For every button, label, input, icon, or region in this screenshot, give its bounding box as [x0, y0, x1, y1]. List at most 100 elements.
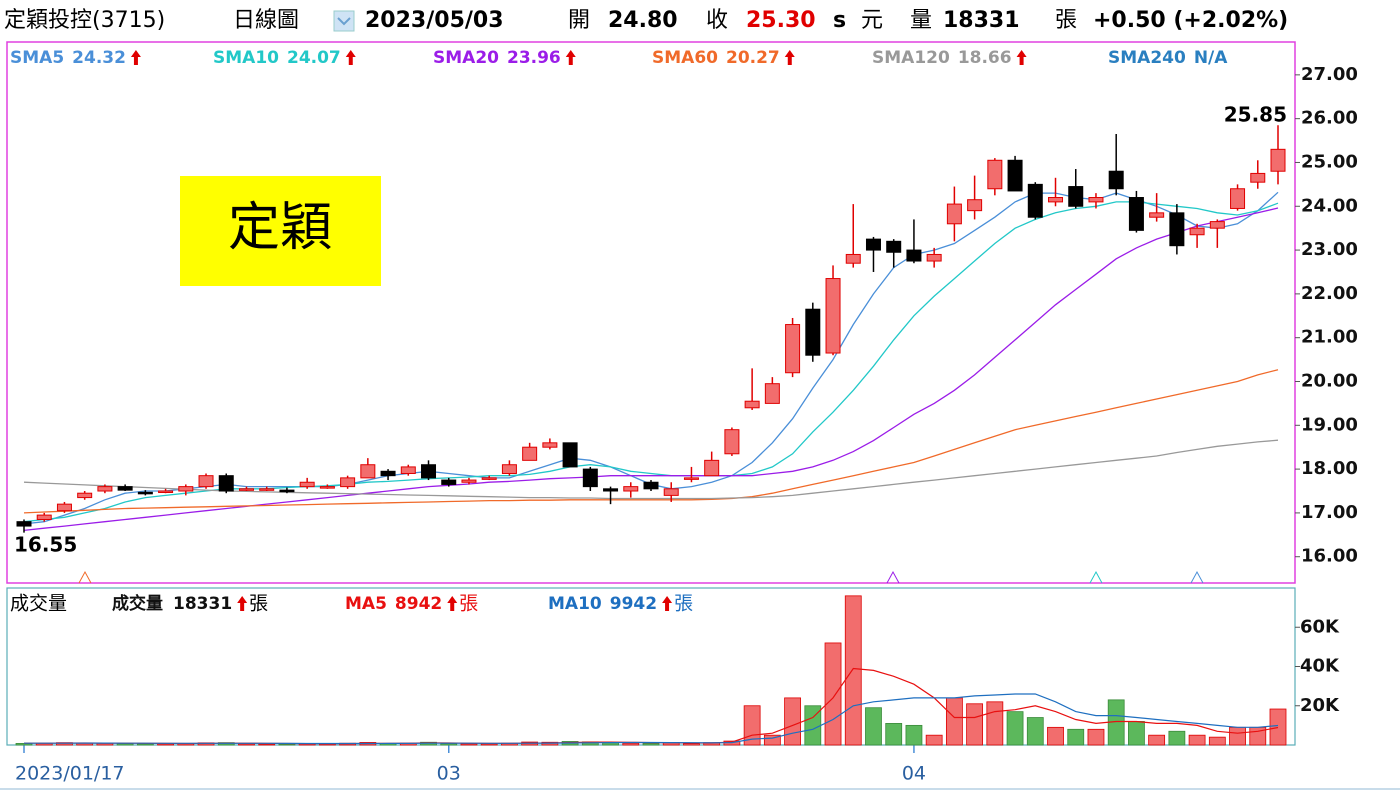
- period-dropdown[interactable]: [333, 10, 355, 32]
- candle-body: [906, 249, 922, 262]
- candle-body: [1230, 188, 1246, 209]
- candle-body: [16, 521, 32, 527]
- watermark-text: 定穎: [228, 198, 332, 258]
- candle-body: [1027, 183, 1043, 218]
- candle-body: [785, 324, 801, 374]
- volume-bar: [440, 743, 458, 746]
- candle-body: [805, 308, 821, 356]
- volume-bar: [1229, 726, 1246, 746]
- candle-body: [299, 481, 315, 488]
- candle-body: [178, 486, 194, 492]
- candle-body: [461, 479, 477, 483]
- candle-body: [603, 488, 619, 492]
- candle-body: [1250, 172, 1266, 183]
- volume-bar: [824, 642, 842, 746]
- candle-body: [845, 253, 861, 264]
- candle-body: [1108, 170, 1124, 190]
- x-tick-label: 2023/01/17: [15, 763, 125, 785]
- volume-bar: [784, 697, 801, 746]
- open-value: 24.80: [608, 8, 678, 33]
- cross-marker: [78, 570, 92, 584]
- volume-bar: [1188, 734, 1206, 746]
- volume-panel-title: 成交量: [10, 593, 67, 615]
- cross-marker: [886, 570, 900, 584]
- legend-value: 24.32: [72, 48, 126, 68]
- y-tick-label: 26.00: [1301, 108, 1358, 129]
- volume-bar: [885, 723, 903, 746]
- candle-body: [1149, 212, 1165, 218]
- change: +0.50 (+2.02%): [1093, 8, 1288, 33]
- legend-value: 18.66: [958, 48, 1012, 68]
- volume-bar: [945, 697, 963, 746]
- candle-body: [77, 492, 93, 499]
- high-label: 25.85: [1224, 103, 1287, 127]
- period-label[interactable]: 日線圖: [233, 8, 299, 33]
- volume-bar: [683, 743, 700, 746]
- legend-name: SMA5: [10, 48, 64, 68]
- legend-name: SMA240: [1108, 48, 1186, 68]
- candle-body: [967, 199, 983, 212]
- legend-name: MA5: [345, 594, 387, 614]
- volume-bar: [986, 701, 1004, 746]
- watermark-box: [180, 176, 381, 286]
- volume-bar: [116, 743, 134, 746]
- legend-unit: 張: [459, 593, 478, 615]
- candle-body: [704, 459, 720, 477]
- candle-body: [1189, 227, 1205, 236]
- candle-body: [865, 238, 881, 251]
- candle-body: [441, 479, 457, 485]
- candle-body: [825, 278, 841, 354]
- candle-body: [522, 446, 538, 461]
- candle-body: [946, 203, 962, 225]
- candle-body: [542, 442, 558, 448]
- legend-unit: 張: [674, 593, 693, 615]
- volume-ma-line: [24, 693, 1279, 745]
- candle-body: [36, 514, 52, 520]
- candle-body: [764, 383, 780, 404]
- candle-body: [724, 429, 740, 455]
- price-panel: [6, 41, 1296, 584]
- candle-body: [1128, 197, 1144, 231]
- y-tick-label: 60K: [1300, 616, 1340, 637]
- legend-name: SMA20: [433, 48, 499, 68]
- s-label: s: [833, 8, 846, 33]
- candle-body: [1088, 197, 1104, 203]
- up-arrow: [447, 596, 458, 611]
- legend-name: SMA120: [872, 48, 950, 68]
- y-tick-label: 40K: [1300, 656, 1340, 677]
- y-tick-label: 20K: [1300, 695, 1340, 716]
- legend-value: 8942: [395, 594, 442, 614]
- up-arrow: [784, 50, 795, 65]
- stock-title: 定穎投控(3715): [4, 8, 165, 33]
- y-tick-label: 22.00: [1301, 283, 1358, 304]
- up-arrow: [1016, 50, 1027, 65]
- candle-body: [340, 477, 356, 488]
- y-tick-label: 27.00: [1301, 64, 1358, 85]
- legend-value: 20.27: [726, 48, 780, 68]
- candle-body: [158, 490, 174, 494]
- candle-body: [319, 486, 335, 489]
- y-tick-label: 25.00: [1301, 151, 1358, 172]
- cross-marker: [1089, 570, 1103, 584]
- candle-body: [683, 477, 699, 480]
- volume-label: 量: [910, 8, 932, 33]
- up-arrow: [130, 50, 141, 65]
- legend-value: 24.07: [287, 48, 341, 68]
- volume-bar: [622, 742, 640, 746]
- legend-name: MA10: [548, 594, 602, 614]
- y-tick-label: 18.00: [1301, 458, 1358, 479]
- volume-bar: [966, 703, 984, 746]
- candle-body: [481, 477, 497, 480]
- volume-bar: [1269, 708, 1287, 746]
- candle-body: [987, 159, 1003, 190]
- volume-bar: [1026, 717, 1044, 746]
- volume-bar: [136, 743, 154, 746]
- candle-body: [1068, 186, 1084, 207]
- dropdown-chevron: [337, 17, 351, 26]
- cross-marker: [1190, 570, 1204, 584]
- volume-value: 18331: [943, 8, 1020, 33]
- candle-body: [643, 481, 659, 490]
- volume-bar: [763, 734, 781, 746]
- y-tick-label: 20.00: [1301, 370, 1358, 391]
